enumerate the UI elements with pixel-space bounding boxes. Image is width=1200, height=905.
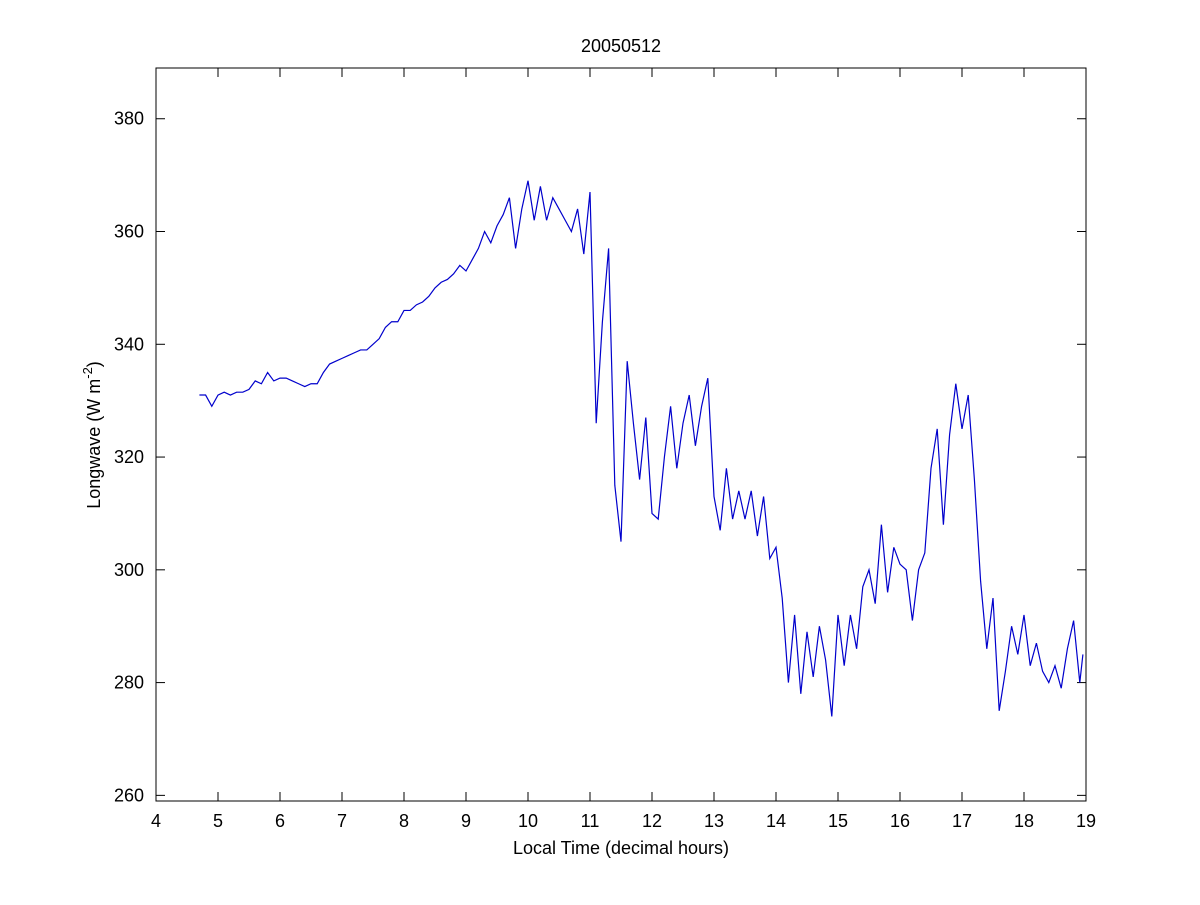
x-tick-label: 4 [151, 811, 161, 831]
plot-area [155, 67, 1087, 802]
y-tick-label: 260 [114, 785, 144, 805]
x-tick-label: 15 [828, 811, 848, 831]
y-label-sup: -2 [80, 367, 95, 379]
y-tick-label: 300 [114, 560, 144, 580]
x-tick-label: 17 [952, 811, 972, 831]
x-tick-label: 16 [890, 811, 910, 831]
x-tick-label: 12 [642, 811, 662, 831]
y-tick-label: 380 [114, 109, 144, 129]
x-tick-label: 18 [1014, 811, 1034, 831]
y-label-suffix: ) [84, 361, 104, 367]
chart-title: 20050512 [581, 36, 661, 56]
y-tick-label: 320 [114, 447, 144, 467]
y-tick-label: 280 [114, 673, 144, 693]
x-tick-label: 8 [399, 811, 409, 831]
y-tick-label: 360 [114, 222, 144, 242]
data-line [199, 180, 1084, 717]
x-tick-label: 5 [213, 811, 223, 831]
x-tick-label: 19 [1076, 811, 1096, 831]
x-tick-label: 10 [518, 811, 538, 831]
x-tick-label: 6 [275, 811, 285, 831]
x-tick-label: 7 [337, 811, 347, 831]
x-axis-label: Local Time (decimal hours) [513, 838, 729, 858]
x-tick-label: 14 [766, 811, 786, 831]
y-axis-label: Longwave (W m-2) [80, 361, 104, 509]
x-tick-label: 9 [461, 811, 471, 831]
y-label-text: Longwave (W m [84, 379, 104, 509]
x-tick-label: 13 [704, 811, 724, 831]
x-tick-label: 11 [581, 811, 600, 831]
y-tick-label: 340 [114, 334, 144, 354]
